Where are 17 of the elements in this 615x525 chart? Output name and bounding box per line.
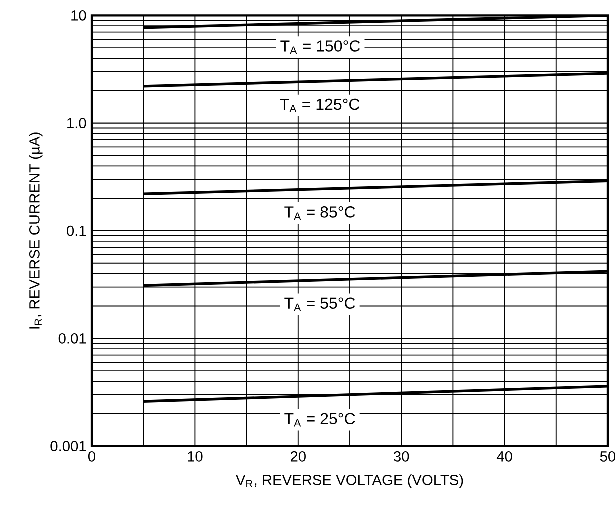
y-tick-label: 10	[72, 10, 86, 21]
y-axis-title: I$_{R}$, REVERSE CURRENT (µA)	[29, 132, 43, 329]
x-tick-label: 0	[88, 451, 96, 462]
annotation: T$_{A}$ = 85°C	[284, 206, 356, 220]
annotation: T$_{A}$ = 125°C	[280, 98, 360, 112]
annotation: T$_{A}$ = 150°C	[280, 40, 360, 54]
x-axis-title: V$_{R}$, REVERSE VOLTAGE (VOLTS)	[236, 474, 464, 488]
y-tick-label: 0.01	[58, 333, 86, 344]
annotation: T$_{A}$ = 25°C	[284, 413, 356, 427]
y-tick-label: 0.001	[50, 441, 86, 452]
x-tick-label: 10	[188, 451, 203, 462]
y-tick-label: 0.1	[67, 226, 86, 236]
x-tick-label: 30	[394, 451, 410, 462]
x-tick-label: 20	[290, 451, 306, 462]
annotation: T$_{A}$ = 55°C	[284, 298, 356, 312]
x-tick-label: 40	[496, 451, 512, 462]
y-tick-label: 1.0	[68, 118, 86, 129]
